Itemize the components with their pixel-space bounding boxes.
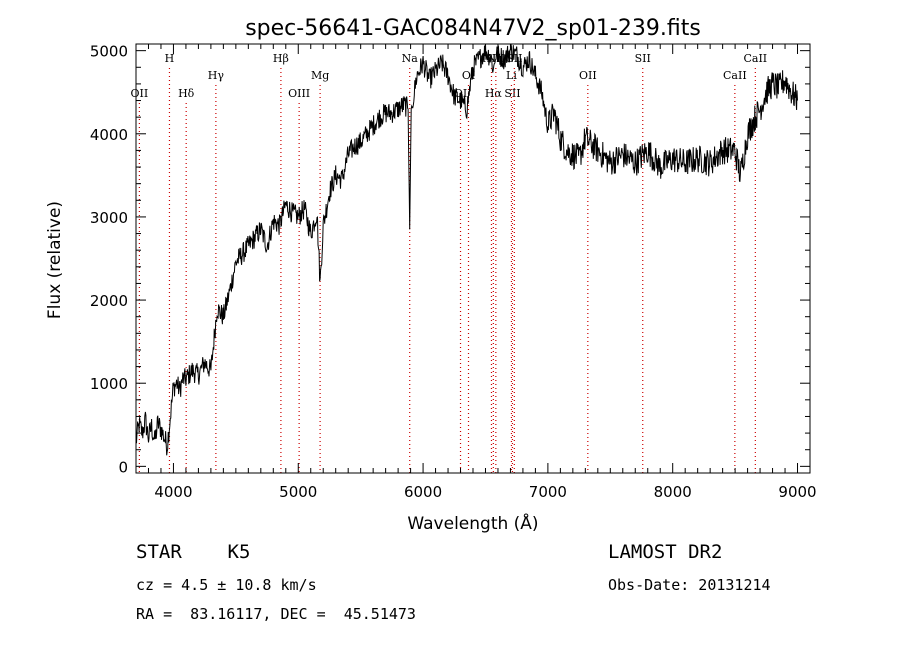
spectral-line-label: Mg	[311, 69, 329, 82]
y-tick-label: 1000	[90, 375, 128, 393]
x-tick-label: 6000	[404, 483, 442, 501]
x-tick-label: 4000	[154, 483, 192, 501]
object-class: STAR K5	[136, 541, 251, 563]
plot-frame	[135, 43, 811, 474]
y-axis-ticks: 0 1000 2000 3000 4000 5000	[90, 43, 810, 476]
spectral-line-label: Hγ	[208, 69, 225, 82]
spectral-line-label: Hα	[485, 87, 503, 100]
spectral-line-label: H	[165, 52, 175, 65]
spectral-line-markers: OIIHHδHγHβOIIIMgNaOIOINIIHαNIILiSIISIIOI…	[131, 52, 767, 473]
observation-date: Obs-Date: 20131214	[608, 576, 771, 594]
spectral-line-label: OII	[131, 87, 149, 100]
x-axis-label: Wavelength (Å)	[407, 512, 538, 534]
x-tick-label: 5000	[279, 483, 317, 501]
spectral-line-label: SII	[635, 52, 651, 65]
redshift-cz: cz = 4.5 ± 10.8 km/s	[136, 576, 317, 594]
y-tick-label: 0	[118, 458, 128, 476]
spectral-line-label: Li	[506, 69, 517, 82]
coordinates: RA = 83.16117, DEC = 45.51473	[136, 605, 416, 623]
spectral-line-label: CaII	[723, 69, 747, 82]
y-tick-label: 2000	[90, 292, 128, 310]
y-tick-label: 3000	[90, 209, 128, 227]
x-tick-label: 9000	[778, 483, 816, 501]
spectral-line-label: SII	[504, 87, 520, 100]
x-tick-label: 8000	[654, 483, 692, 501]
spectral-line-label: Hδ	[178, 87, 195, 100]
y-tick-label: 5000	[90, 43, 128, 61]
y-axis-label: Flux (relative)	[45, 201, 65, 319]
spectral-line-label: Hβ	[273, 52, 289, 65]
spectrum-line	[135, 43, 798, 456]
spectral-line-label: CaII	[743, 52, 767, 65]
chart-title: spec-56641-GAC084N47V2_sp01-239.fits	[245, 16, 701, 41]
y-tick-label: 4000	[90, 126, 128, 144]
spectral-line-label: OIII	[288, 87, 310, 100]
spectral-line-label: OII	[579, 69, 597, 82]
survey-name: LAMOST DR2	[608, 541, 723, 563]
spectral-line-label: Na	[402, 52, 419, 65]
x-axis-ticks: 4000 5000 6000 7000 8000 9000	[135, 44, 817, 501]
x-tick-label: 7000	[529, 483, 567, 501]
